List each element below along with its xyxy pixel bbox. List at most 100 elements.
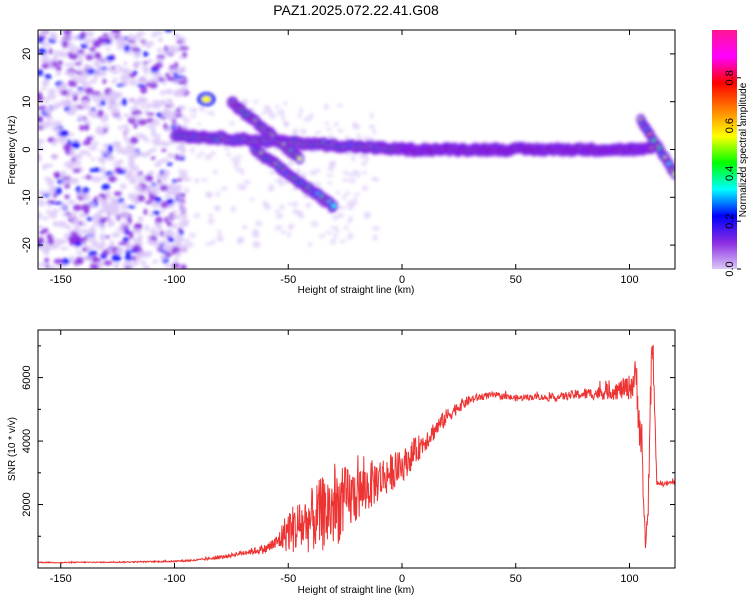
spectrogram-noise-blob [161, 148, 167, 152]
spectrogram-features [38, 30, 675, 269]
spectrogram-noise-blob [71, 104, 78, 109]
spectrogram-noise-blob [140, 79, 150, 84]
spectrogram-noise-blob [164, 171, 170, 176]
spectrogram-noise-blob [150, 182, 157, 187]
spectrogram-noise-blob [92, 39, 102, 48]
spectrogram-noise-blob [347, 172, 356, 177]
spectrogram-noise-blob [41, 30, 47, 37]
spectrogram-noise-blob [94, 51, 99, 59]
spectrogram-x-tick-label: -100 [163, 274, 185, 286]
spectrogram-noise-blob [91, 91, 102, 96]
spectrogram-noise-blob [85, 174, 92, 180]
spectrogram-noise-blob [215, 190, 221, 198]
spectrogram-noise-blob [151, 100, 161, 104]
spectrogram-noise-blob [144, 109, 149, 113]
spectrogram-noise-blob [124, 173, 134, 180]
spectrogram-noise-blob [86, 216, 94, 221]
spectrogram-noise-blob [110, 208, 120, 213]
spectrogram-noise-blob [143, 208, 148, 216]
spectrogram-noise-blob [62, 40, 69, 48]
spectrogram-noise-blob [353, 196, 358, 200]
spectrogram-noise-blob [152, 259, 159, 264]
spectrogram-noise-blob [129, 78, 137, 87]
spectrogram-noise-blob [149, 148, 158, 152]
spectrogram-noise-blob [154, 118, 160, 127]
spectrogram-noise-blob [107, 218, 113, 225]
spectrogram-noise-blob [123, 61, 128, 66]
spectrogram-noise-blob [130, 47, 141, 51]
spectrogram-noise-blob [131, 255, 138, 261]
spectrogram-noise-blob [132, 228, 142, 235]
spectrogram-noise-blob [137, 216, 144, 223]
spectrogram-noise-blob [134, 184, 143, 191]
spectrogram-x-tick-label: 100 [620, 274, 638, 286]
spectrogram-noise-blob [45, 121, 55, 127]
spectrogram-noise-blob [176, 185, 182, 192]
spectrogram-noise-blob [113, 262, 120, 269]
colorbar-tick-label: 0.0 [724, 261, 736, 276]
spectrogram-noise-blob [44, 257, 50, 264]
spectrogram-noise-blob [137, 250, 147, 256]
spectrogram-noise-blob [69, 61, 74, 70]
spectrogram-noise-blob [372, 234, 378, 241]
spectrogram-x-tick-label: 50 [510, 274, 522, 286]
spectrogram-ridge-core [672, 171, 675, 176]
spectrogram-noise-blob [71, 91, 80, 97]
spectrogram-noise-blob [38, 106, 44, 111]
spectrogram-noise-blob [61, 169, 66, 176]
spectrogram-noise-blob [88, 145, 98, 151]
snr-x-tick-label: 50 [510, 573, 522, 585]
spectrogram-noise-blob [84, 87, 94, 95]
spectrogram-noise-blob [91, 94, 100, 102]
spectrogram-noise-blob [137, 234, 143, 242]
spectrogram-noise-blob [111, 253, 122, 262]
spectrogram-noise-blob [77, 114, 84, 122]
spectrogram-noise-blob [167, 154, 177, 158]
spectrogram-noise-blob [315, 130, 321, 135]
spectrogram-noise-blob [65, 99, 71, 107]
spectrogram-noise-blob [173, 231, 178, 238]
spectrogram-noise-blob [283, 101, 288, 106]
spectrogram-noise-blob [38, 69, 44, 77]
snr-x-tick-label: -100 [163, 573, 185, 585]
spectrogram-noise-blob [98, 65, 103, 74]
spectrogram-noise-blob [55, 72, 61, 76]
spectrogram-noise-blob [69, 255, 74, 263]
spectrogram-noise-blob [333, 232, 339, 239]
spectrogram-noise-blob [64, 194, 70, 200]
spectrogram-noise-blob [55, 65, 62, 71]
spectrogram-noise-blob [77, 87, 85, 91]
spectrogram-noise-blob [183, 84, 189, 89]
spectrogram-noise-blob [334, 121, 339, 127]
spectrogram-noise-blob [324, 230, 333, 235]
spectrogram-noise-blob [194, 177, 200, 184]
spectrogram-noise-blob [71, 35, 81, 41]
spectrogram-noise-blob [144, 68, 149, 75]
spectrogram-noise-blob [314, 168, 321, 173]
spectrogram-noise-blob [82, 38, 89, 42]
spectrogram-noise-blob [99, 149, 110, 154]
spectrogram-noise-blob [156, 173, 163, 181]
snr-ticks: -150 -100 -50 0 50 100 2000 4000 6000 [21, 330, 675, 585]
spectrogram-noise-blob [63, 161, 74, 168]
spectrogram-noise-blob [199, 105, 205, 112]
spectrogram-noise-blob [106, 55, 115, 62]
spectrogram-noise-blob [177, 227, 183, 232]
spectrogram-noise-blob [174, 75, 185, 79]
spectrogram-noise-blob [83, 124, 90, 131]
spectrogram-noise-blob [176, 107, 181, 113]
spectrogram-noise-blob [73, 161, 78, 165]
spectrogram-noise-blob [81, 82, 92, 86]
spectrogram-noise-blob [176, 89, 187, 94]
spectrogram-noise-blob [65, 110, 76, 116]
spectrogram-noise-blob [180, 264, 187, 269]
spectrogram-noise-blob [179, 221, 185, 229]
spectrogram-noise-blob [230, 157, 236, 163]
spectrogram-noise-blob [164, 252, 173, 257]
spectrogram-y-tick-label: -10 [21, 189, 33, 205]
spectrogram-noise-blob [332, 214, 339, 221]
spectrogram-noise-blob [361, 185, 369, 192]
spectrogram-noise-blob [137, 119, 148, 126]
spectrogram-noise-blob [345, 191, 351, 196]
spectrogram-y-tick-label: 10 [21, 96, 33, 108]
